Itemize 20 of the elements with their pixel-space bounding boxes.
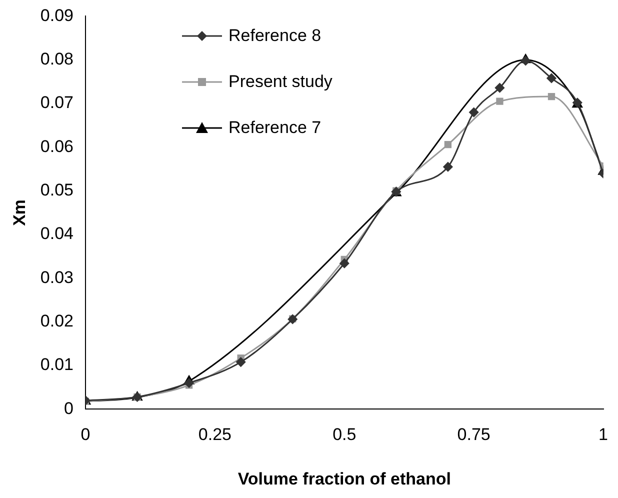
y-tick-label: 0.04 <box>40 224 74 244</box>
y-tick-label: 0.09 <box>40 6 74 25</box>
y-tick-label: 0.08 <box>40 50 74 69</box>
y-tick-label: 0.02 <box>40 312 74 331</box>
x-tick-label: 0.75 <box>457 425 490 444</box>
legend-label: Reference 7 <box>228 118 322 138</box>
x-tick-label: 0 <box>80 425 90 444</box>
x-tick-label: 0.25 <box>198 425 232 444</box>
y-tick-label: 0.07 <box>40 93 74 112</box>
x-tick-label: 1 <box>598 425 608 444</box>
y-tick-label: 0.06 <box>40 136 74 156</box>
x-tick-label: 0.5 <box>332 425 356 444</box>
legend-label: Reference 8 <box>228 26 322 46</box>
y-axis-title: Xm <box>10 199 29 226</box>
x-axis-title: Volume fraction of ethanol <box>238 469 451 488</box>
y-tick-label: 0.05 <box>40 180 74 200</box>
y-tick-label: 0 <box>64 398 74 418</box>
legend-label: Present study <box>228 72 332 92</box>
y-tick-label: 0.03 <box>40 268 74 287</box>
y-tick-label: 0.01 <box>40 355 74 374</box>
